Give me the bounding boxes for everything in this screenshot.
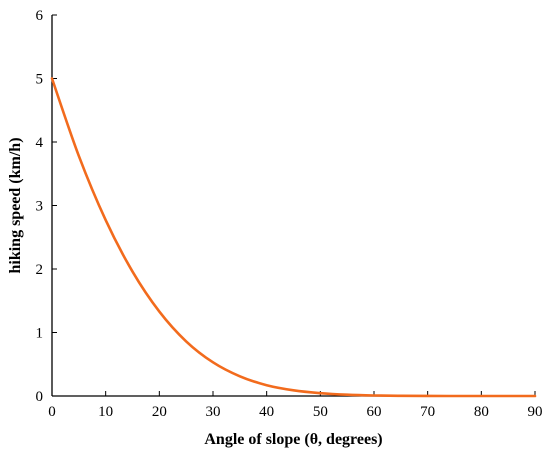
y-tick-label: 1 <box>36 326 44 342</box>
x-tick-label: 40 <box>259 404 274 420</box>
x-tick-label: 0 <box>48 404 56 420</box>
y-tick-label: 5 <box>36 72 44 88</box>
x-tick-label: 50 <box>313 404 328 420</box>
axes <box>51 15 535 397</box>
y-axis-title: hiking speed (km/h) <box>7 137 24 273</box>
x-tick-label: 70 <box>420 404 435 420</box>
x-tick-label: 30 <box>206 404 221 420</box>
x-tick-label: 60 <box>367 404 382 420</box>
x-tick-label: 90 <box>528 404 543 420</box>
y-tick-label: 4 <box>36 135 44 151</box>
series-layer <box>50 77 537 398</box>
series-line-0 <box>50 77 537 398</box>
y-tick-label: 0 <box>36 389 44 405</box>
x-axis-title: Angle of slope (θ, degrees) <box>204 431 382 448</box>
x-tick-label: 10 <box>98 404 113 420</box>
y-tick-label: 2 <box>36 262 44 278</box>
x-tick-label: 20 <box>152 404 167 420</box>
y-tick-label: 3 <box>36 199 44 215</box>
y-tick-label: 6 <box>36 8 44 24</box>
x-tick-label: 80 <box>474 404 489 420</box>
